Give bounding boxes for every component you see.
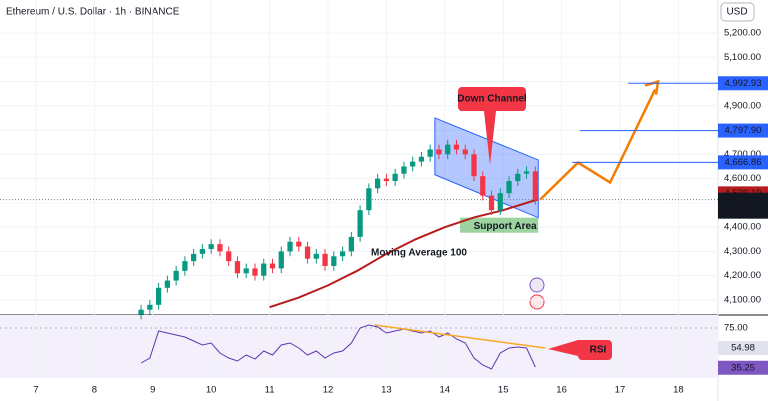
- candle-body: [436, 149, 442, 155]
- rsi-level-label: 54.98: [731, 343, 755, 354]
- x-tick-label: 13: [381, 385, 392, 396]
- candle-body: [453, 144, 460, 150]
- y-tick-label: 4,900.00: [724, 100, 761, 111]
- candle-body: [182, 261, 188, 271]
- rsi-trendline: [374, 324, 546, 349]
- candle-body: [375, 178, 381, 189]
- candle-body: [287, 241, 293, 252]
- price-label: 4,797.90: [725, 125, 762, 136]
- candle-body: [418, 156, 425, 162]
- x-tick-label: 14: [440, 385, 451, 396]
- candle-body: [322, 253, 328, 266]
- x-tick-label: 18: [673, 385, 684, 396]
- candle-body: [348, 236, 354, 252]
- candle-body: [278, 251, 284, 269]
- candle-body: [506, 181, 512, 194]
- candle-body: [471, 154, 477, 177]
- projection: [539, 89, 657, 201]
- chart-title: Ethereum / U.S. Dollar · 1h · BINANCE: [6, 7, 180, 18]
- x-tick-label: 7: [33, 385, 38, 396]
- y-tick-label: 5,200.00: [724, 28, 761, 39]
- candle-body: [480, 176, 486, 196]
- rsi-callout-label: RSI: [590, 345, 607, 356]
- candle-body: [208, 244, 214, 249]
- price-label-box: [718, 76, 768, 91]
- rsi-callout: [548, 340, 612, 360]
- last-price-label: 4,513.18: [725, 194, 762, 205]
- x-tick-label: 17: [615, 385, 626, 396]
- currency: USD: [726, 7, 747, 18]
- candle-body: [313, 253, 319, 259]
- projection-arrowhead: [644, 79, 660, 95]
- rsi-level-box: [718, 341, 768, 356]
- candle-body: [296, 241, 302, 247]
- rsi-level-label: 35.25: [731, 362, 755, 373]
- candle-body: [164, 280, 171, 288]
- candle-body: [173, 270, 179, 281]
- candle-body: [515, 173, 521, 182]
- candle-body: [147, 304, 153, 310]
- candle-body: [191, 253, 197, 262]
- candle-body: [497, 193, 503, 211]
- icon[interactable]: [529, 277, 545, 293]
- candle-body: [304, 246, 311, 259]
- candle-body: [427, 149, 433, 157]
- candle-body: [252, 268, 258, 276]
- support-area: [459, 217, 539, 233]
- candle-body: [155, 287, 162, 305]
- candle-body: [269, 263, 276, 269]
- rsi-level-box: [718, 360, 768, 375]
- icon[interactable]: [529, 294, 545, 310]
- candle-body: [462, 149, 468, 155]
- callout: [458, 87, 526, 165]
- candle-body: [199, 248, 206, 254]
- candle-body: [366, 188, 372, 211]
- price-label: 4,666.86: [725, 157, 762, 168]
- candle-body: [383, 178, 390, 182]
- y-tick-label: 4,700.00: [724, 149, 761, 160]
- candle-body: [261, 263, 267, 276]
- rsi-tick-label: 75.00: [724, 323, 748, 334]
- candle-body: [401, 166, 407, 174]
- x-tick-label: 15: [498, 385, 509, 396]
- y-tick-label: 4,400.00: [724, 222, 761, 233]
- currency-box[interactable]: [720, 2, 755, 22]
- candle-body: [445, 144, 451, 155]
- candle-body: [339, 251, 346, 257]
- price-label: 4,992.93: [725, 78, 762, 89]
- candle-body: [234, 261, 241, 274]
- candle-body: [392, 173, 398, 182]
- candle-body: [488, 195, 495, 211]
- support-label: Support Area: [474, 221, 537, 232]
- callout-label: Down Channel: [457, 94, 527, 105]
- x-tick-label: 9: [150, 385, 155, 396]
- countdown: 10:40: [725, 206, 749, 217]
- x-tick-label: 10: [206, 385, 217, 396]
- x-tick-label: 16: [556, 385, 567, 396]
- rsi-line: [140, 324, 536, 370]
- y-tick-label: 4,100.00: [724, 294, 761, 305]
- candle-body: [410, 161, 416, 167]
- last-price-box: [718, 192, 768, 219]
- candle-body: [138, 309, 144, 315]
- candle-body: [217, 244, 223, 252]
- candle-body: [532, 171, 538, 200]
- y-tick-label: 5,100.00: [724, 52, 761, 63]
- price-label-box: [718, 155, 768, 170]
- x-tick-label: 12: [323, 385, 334, 396]
- candle-body: [523, 171, 530, 174]
- candle-body: [331, 256, 337, 266]
- moving-average: [269, 198, 539, 309]
- candle-body: [226, 251, 232, 262]
- y-tick-label: 4,200.00: [724, 270, 761, 281]
- ma-label: Moving Average 100: [371, 248, 467, 259]
- candle-body: [357, 210, 363, 237]
- price-label-box: [718, 123, 768, 138]
- y-tick-label: 4,600.00: [724, 173, 761, 184]
- x-tick-label: 8: [92, 385, 97, 396]
- y-tick-label: 4,300.00: [724, 246, 761, 257]
- x-tick-label: 11: [265, 385, 275, 396]
- candle-body: [243, 268, 249, 274]
